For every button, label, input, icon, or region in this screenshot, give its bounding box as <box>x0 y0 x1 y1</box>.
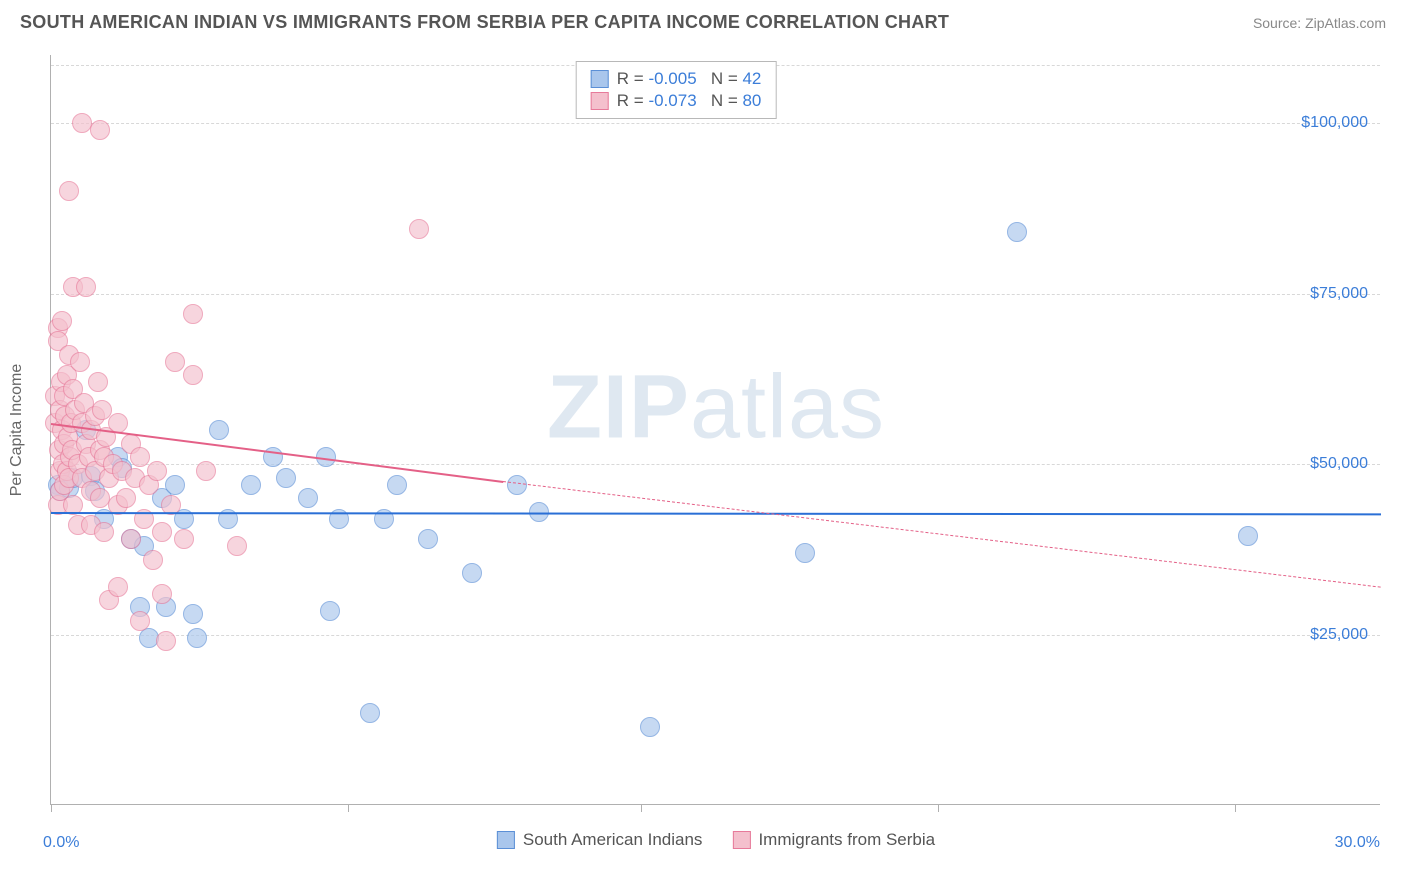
data-point-pink <box>52 311 72 331</box>
legend-swatch <box>497 831 515 849</box>
gridline <box>51 123 1380 124</box>
data-point-pink <box>121 529 141 549</box>
legend-item: Immigrants from Serbia <box>732 830 935 850</box>
data-point-pink <box>59 181 79 201</box>
source-label: Source: ZipAtlas.com <box>1253 15 1386 31</box>
y-tick-label: $100,000 <box>1301 114 1368 132</box>
data-point-pink <box>409 219 429 239</box>
trend-line <box>51 512 1381 515</box>
legend-label: South American Indians <box>523 830 703 850</box>
chart-title: SOUTH AMERICAN INDIAN VS IMMIGRANTS FROM… <box>20 12 949 33</box>
data-point-blue <box>418 529 438 549</box>
data-point-blue <box>165 475 185 495</box>
x-tick <box>938 804 939 812</box>
y-tick-label: $25,000 <box>1310 626 1368 644</box>
y-axis-label: Per Capita Income <box>8 363 26 496</box>
data-point-pink <box>143 550 163 570</box>
data-point-blue <box>298 488 318 508</box>
legend-stats: R = -0.005 N = 42 <box>617 68 762 90</box>
data-point-pink <box>116 488 136 508</box>
data-point-blue <box>1007 222 1027 242</box>
legend-stats: R = -0.073 N = 80 <box>617 90 762 112</box>
gridline <box>51 635 1380 636</box>
legend-swatch <box>591 92 609 110</box>
y-tick-label: $50,000 <box>1310 455 1368 473</box>
data-point-pink <box>183 365 203 385</box>
data-point-blue <box>139 628 159 648</box>
data-point-blue <box>183 604 203 624</box>
x-tick-label: 0.0% <box>43 834 79 852</box>
data-point-pink <box>174 529 194 549</box>
data-point-blue <box>462 563 482 583</box>
data-point-pink <box>183 304 203 324</box>
data-point-blue <box>795 543 815 563</box>
data-point-pink <box>88 372 108 392</box>
series-legend: South American Indians Immigrants from Se… <box>497 830 935 850</box>
legend-swatch <box>591 70 609 88</box>
x-tick-label: 30.0% <box>1335 834 1380 852</box>
watermark: ZIPatlas <box>547 356 885 459</box>
legend-label: Immigrants from Serbia <box>758 830 935 850</box>
data-point-blue <box>276 468 296 488</box>
legend-item: South American Indians <box>497 830 703 850</box>
y-tick-label: $75,000 <box>1310 285 1368 303</box>
data-point-blue <box>387 475 407 495</box>
data-point-pink <box>152 522 172 542</box>
data-point-blue <box>1238 526 1258 546</box>
data-point-pink <box>108 577 128 597</box>
legend-row: R = -0.073 N = 80 <box>591 90 762 112</box>
x-tick <box>51 804 52 812</box>
data-point-blue <box>241 475 261 495</box>
data-point-pink <box>227 536 247 556</box>
data-point-pink <box>147 461 167 481</box>
data-point-pink <box>70 352 90 372</box>
data-point-pink <box>130 611 150 631</box>
data-point-pink <box>90 120 110 140</box>
data-point-pink <box>94 522 114 542</box>
data-point-pink <box>152 584 172 604</box>
data-point-pink <box>156 631 176 651</box>
data-point-pink <box>76 277 96 297</box>
x-tick <box>348 804 349 812</box>
data-point-pink <box>196 461 216 481</box>
data-point-blue <box>209 420 229 440</box>
scatter-chart: Per Capita Income $25,000$50,000$75,000$… <box>50 55 1380 805</box>
data-point-blue <box>320 601 340 621</box>
legend-row: R = -0.005 N = 42 <box>591 68 762 90</box>
data-point-blue <box>640 717 660 737</box>
gridline <box>51 464 1380 465</box>
data-point-pink <box>165 352 185 372</box>
data-point-pink <box>130 447 150 467</box>
x-tick <box>641 804 642 812</box>
data-point-blue <box>360 703 380 723</box>
legend-swatch <box>732 831 750 849</box>
correlation-legend: R = -0.005 N = 42R = -0.073 N = 80 <box>576 61 777 119</box>
x-tick <box>1235 804 1236 812</box>
gridline <box>51 294 1380 295</box>
data-point-blue <box>187 628 207 648</box>
